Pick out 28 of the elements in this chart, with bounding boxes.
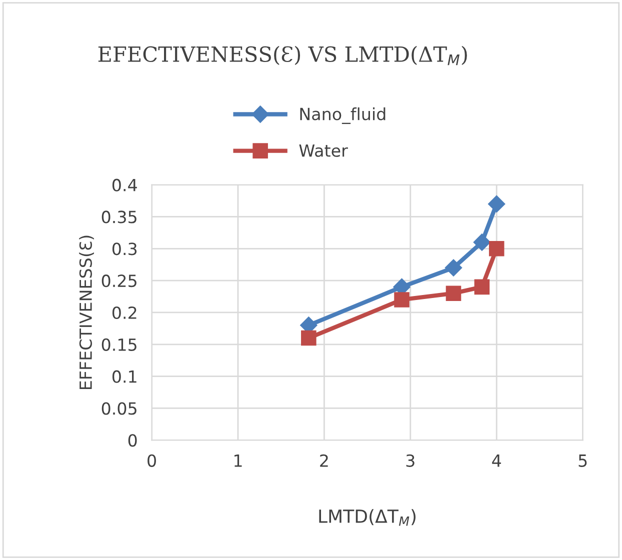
point <box>301 330 316 346</box>
y-tick-label: 0.35 <box>102 210 136 224</box>
x-tick-label: 2 <box>320 454 328 467</box>
point <box>446 286 462 301</box>
y-tick-label: 0 <box>128 434 137 447</box>
y-tick-label: 0.1 <box>112 370 136 383</box>
point <box>474 279 490 295</box>
x-tick-label: 5 <box>578 454 587 467</box>
y-tick-label: 0.25 <box>102 274 136 288</box>
chart-title: EFECTIVENESS(Ɛ) VS LMTD(ΔT$_{M}$) <box>98 46 467 66</box>
legend-label: Water <box>299 144 348 157</box>
x-tick-label: 4 <box>492 454 501 467</box>
y-tick-label: 0.3 <box>112 242 137 256</box>
legend-label: Nano_fluid <box>300 107 386 124</box>
point <box>444 259 462 276</box>
y-tick-label: 0.2 <box>112 306 136 320</box>
point <box>488 195 506 213</box>
y-tick-label: 0.05 <box>102 402 136 415</box>
x-tick-label: 0 <box>148 454 156 467</box>
x-tick-label: 3 <box>406 454 414 467</box>
y-tick-label: 0.15 <box>102 338 136 351</box>
point <box>488 241 504 256</box>
x-axis-title: LMTD(ΔT$_{M}$) <box>319 509 416 526</box>
point <box>394 292 410 308</box>
point <box>473 234 490 251</box>
y-axis-title: EFFECTIVENESS(Ɛ) <box>79 236 94 389</box>
x-tick-label: 1 <box>234 454 242 467</box>
y-tick-label: 0.4 <box>112 178 137 192</box>
